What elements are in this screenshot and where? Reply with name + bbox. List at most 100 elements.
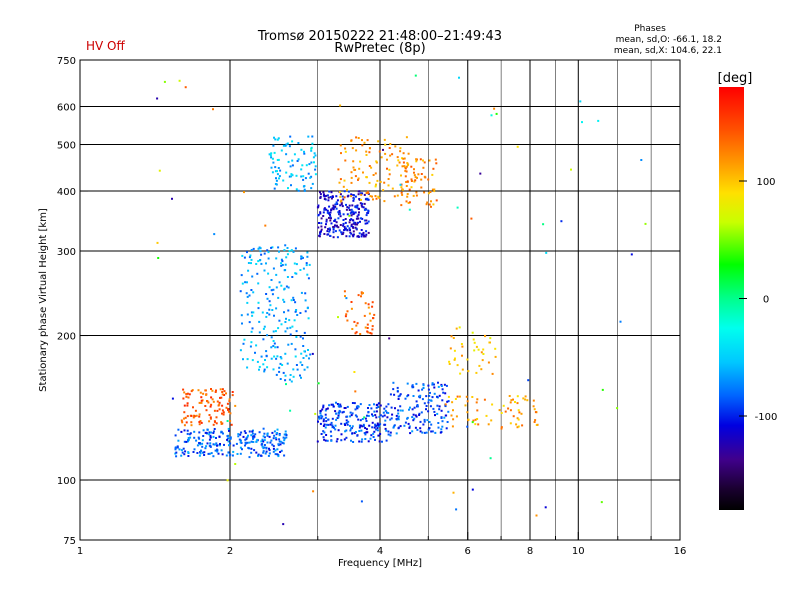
data-point <box>303 331 306 334</box>
data-point <box>214 449 217 452</box>
data-point <box>357 213 360 216</box>
data-point <box>324 226 327 229</box>
data-point <box>221 388 224 391</box>
data-point <box>323 198 326 200</box>
data-point <box>425 431 428 434</box>
data-point <box>378 415 381 418</box>
data-point <box>263 368 266 371</box>
data-point <box>397 159 400 162</box>
data-point <box>401 165 404 168</box>
data-point <box>324 439 327 442</box>
data-point <box>423 191 426 194</box>
data-point <box>199 451 202 454</box>
data-point <box>263 444 266 446</box>
data-point <box>371 301 374 304</box>
data-point <box>434 414 436 417</box>
data-point <box>345 235 348 238</box>
data-point <box>294 310 297 313</box>
data-point <box>265 315 268 318</box>
data-point <box>332 231 335 234</box>
data-point <box>339 405 342 408</box>
data-point <box>545 251 548 254</box>
data-point <box>265 293 268 295</box>
data-point <box>526 399 529 402</box>
data-point <box>289 409 292 412</box>
data-point <box>226 438 229 441</box>
data-point <box>352 199 355 202</box>
y-tick-label: 75 <box>63 536 76 547</box>
data-point <box>373 410 376 413</box>
data-point <box>338 403 341 406</box>
data-point <box>493 107 496 110</box>
data-point <box>272 144 275 147</box>
data-point <box>212 443 215 446</box>
data-point <box>184 450 187 453</box>
data-point <box>422 423 425 426</box>
data-point <box>216 409 219 412</box>
data-point <box>266 297 269 300</box>
data-point <box>471 396 474 398</box>
y-tick-label: 750 <box>57 56 76 67</box>
data-point <box>270 439 273 442</box>
data-point <box>380 156 383 159</box>
data-point <box>277 296 280 299</box>
data-point <box>353 320 356 323</box>
data-point <box>347 190 350 193</box>
data-point <box>401 188 404 191</box>
data-point <box>323 438 326 441</box>
data-point <box>339 215 342 218</box>
data-point <box>430 423 433 426</box>
data-point <box>319 193 322 196</box>
data-point <box>322 418 325 421</box>
data-point <box>382 148 384 151</box>
data-point <box>208 433 211 436</box>
data-point <box>270 279 273 281</box>
data-point <box>300 175 303 178</box>
data-point <box>250 262 252 265</box>
data-point <box>360 198 362 201</box>
data-point <box>334 424 337 427</box>
data-point <box>366 197 369 200</box>
data-point <box>350 214 353 217</box>
data-point <box>385 429 388 432</box>
data-point <box>193 448 196 451</box>
data-point <box>231 454 234 457</box>
data-point <box>219 443 221 445</box>
data-point <box>389 154 392 157</box>
data-point <box>361 438 364 441</box>
data-point <box>314 154 317 157</box>
data-point <box>209 436 212 439</box>
x-tick-label: 4 <box>377 546 383 557</box>
y-tick-label: 200 <box>57 332 76 343</box>
data-point <box>494 355 497 358</box>
data-point <box>358 211 360 214</box>
data-point <box>435 199 438 202</box>
data-point <box>358 440 361 443</box>
data-point <box>456 364 459 367</box>
data-point <box>291 325 294 328</box>
data-point <box>387 433 390 436</box>
data-point <box>354 226 357 229</box>
data-point <box>301 164 304 167</box>
data-point <box>361 418 364 420</box>
data-point <box>354 205 357 208</box>
data-point <box>367 192 370 195</box>
data-point <box>412 419 415 422</box>
data-point <box>518 411 521 414</box>
data-point <box>302 337 304 340</box>
data-point <box>325 423 328 426</box>
data-point <box>295 263 298 266</box>
data-point <box>344 221 347 224</box>
data-point <box>454 398 457 400</box>
data-point <box>367 231 370 234</box>
data-point <box>338 229 341 232</box>
data-point <box>372 198 374 201</box>
data-point <box>410 180 413 182</box>
data-point <box>314 165 317 168</box>
data-point <box>342 198 345 201</box>
data-point <box>183 429 186 432</box>
data-point <box>356 215 359 218</box>
data-point <box>343 225 346 228</box>
data-point <box>527 379 530 382</box>
data-point <box>192 406 194 409</box>
